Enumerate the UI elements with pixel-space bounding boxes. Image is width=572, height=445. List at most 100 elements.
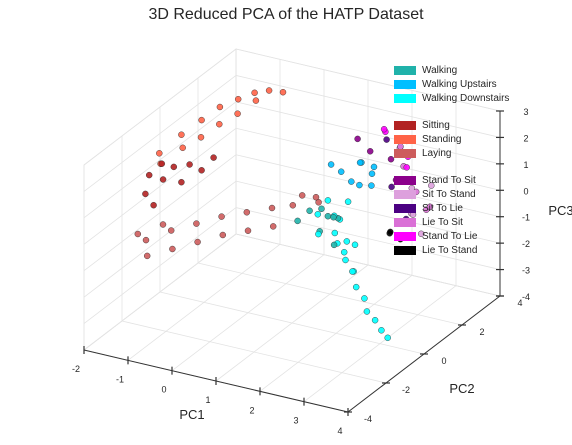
y-tick-label: 4 xyxy=(517,298,522,308)
data-point-laying xyxy=(194,238,201,246)
data-point-laying xyxy=(244,227,252,234)
legend-item: Laying xyxy=(394,146,509,160)
data-point-laying xyxy=(143,252,151,260)
x-tick-label: 2 xyxy=(249,405,254,415)
data-point-walking-upstairs xyxy=(348,178,355,185)
z-tick-label: 2 xyxy=(523,133,528,143)
data-point-laying xyxy=(167,227,175,234)
y-tick-label: 0 xyxy=(441,356,446,366)
legend-item: Sit To Stand xyxy=(394,187,509,201)
legend-swatch xyxy=(394,217,416,227)
data-point-sitting xyxy=(145,171,153,179)
data-point-lie-to-sit xyxy=(426,203,434,211)
grid-line-z xyxy=(83,180,237,298)
legend-item: Stand To Lie xyxy=(394,229,509,243)
data-point-walking xyxy=(318,205,325,213)
legend-label: Lie To Sit xyxy=(422,216,463,228)
legend-label: Walking xyxy=(422,64,458,76)
grid-line-z xyxy=(235,154,501,218)
legend-item: Walking xyxy=(394,63,509,77)
grid-line-z xyxy=(235,207,501,270)
legend-swatch xyxy=(394,245,416,255)
data-point-sit-to-stand xyxy=(418,230,425,238)
grid-line-z xyxy=(235,127,501,191)
data-point-sitting xyxy=(142,190,149,198)
data-point-walking xyxy=(330,241,338,249)
data-point-lie-to-stand xyxy=(387,228,394,236)
data-points xyxy=(134,87,435,341)
data-point-standing xyxy=(178,131,185,138)
data-point-standing xyxy=(234,95,242,103)
data-point-laying xyxy=(134,230,142,238)
legend-label: Stand To Sit xyxy=(422,174,476,186)
data-point-walking-upstairs xyxy=(370,163,378,171)
legend-swatch xyxy=(394,231,416,241)
data-point-sit-to-lie xyxy=(388,183,395,191)
legend-item: Lie To Stand xyxy=(394,243,509,257)
z-tick-label: -1 xyxy=(522,213,530,223)
x-tick-label: -1 xyxy=(116,374,124,384)
legend-item: Standing xyxy=(394,132,509,146)
grid-line-z xyxy=(83,154,237,272)
data-point-standing xyxy=(216,120,223,128)
chart-title: 3D Reduced PCA of the HATP Dataset xyxy=(148,6,424,23)
legend-gap xyxy=(394,160,509,173)
data-point-walking xyxy=(294,217,301,225)
grid-line-z xyxy=(83,75,237,192)
legend-label: Walking Downstairs xyxy=(422,92,510,104)
data-point-standing xyxy=(265,87,273,94)
data-point-laying xyxy=(299,192,306,199)
data-point-sitting xyxy=(186,161,193,168)
data-point-stand-to-lie xyxy=(380,125,388,133)
legend-item: Walking Upstairs xyxy=(394,77,509,91)
data-point-stand-to-lie xyxy=(403,164,410,171)
data-point-sitting xyxy=(150,201,157,209)
data-point-walking-downstairs xyxy=(361,295,368,302)
data-point-walking xyxy=(330,213,337,221)
legend-item: Sit To Lie xyxy=(394,201,509,215)
data-point-standing xyxy=(198,116,205,124)
x-tick-label: 1 xyxy=(205,395,210,405)
legend-swatch xyxy=(394,93,416,103)
grid-line-z xyxy=(83,207,237,324)
data-point-laying xyxy=(312,193,320,201)
grid-line-z xyxy=(83,233,237,351)
data-point-standing xyxy=(234,110,241,117)
data-point-walking xyxy=(306,207,313,215)
z-tick-label: 1 xyxy=(523,160,528,170)
grid-line-z xyxy=(235,233,501,297)
legend-swatch xyxy=(394,65,416,75)
legend-label: Standing xyxy=(422,133,462,145)
legend-swatch xyxy=(394,203,416,213)
grid-line-z xyxy=(235,48,501,112)
data-point-laying xyxy=(289,202,296,209)
data-point-standing xyxy=(252,97,260,104)
data-point-walking-downstairs xyxy=(314,211,321,218)
data-point-walking-upstairs xyxy=(368,170,376,177)
grid-line-z xyxy=(235,101,501,165)
grid-line-z xyxy=(83,101,237,219)
data-point-walking-upstairs xyxy=(356,181,363,189)
data-point-sitting xyxy=(198,167,205,174)
legend-swatch xyxy=(394,189,416,199)
legend: Walking Walking Upstairs Walking Downstair… xyxy=(394,63,509,257)
data-point-stand-to-sit xyxy=(387,155,395,163)
x-axis-label: PC1 xyxy=(179,407,204,422)
data-point-walking-upstairs xyxy=(338,168,345,175)
legend-item: Sitting xyxy=(394,118,509,132)
data-point-walking-downstairs xyxy=(343,238,350,245)
legend-swatch xyxy=(394,175,416,185)
data-point-sitting xyxy=(170,163,178,171)
legend-item: Lie To Sit xyxy=(394,215,509,229)
data-point-walking-upstairs xyxy=(368,182,375,189)
data-point-laying xyxy=(218,213,225,220)
data-point-walking-downstairs xyxy=(378,327,385,334)
data-point-laying xyxy=(243,209,251,216)
data-point-walking xyxy=(324,212,332,220)
legend-gap xyxy=(394,105,509,118)
data-point-walking-downstairs xyxy=(349,268,356,275)
data-point-laying xyxy=(193,220,200,227)
legend-swatch xyxy=(394,120,416,130)
data-point-standing xyxy=(279,88,287,96)
grid-line-z xyxy=(235,180,501,244)
